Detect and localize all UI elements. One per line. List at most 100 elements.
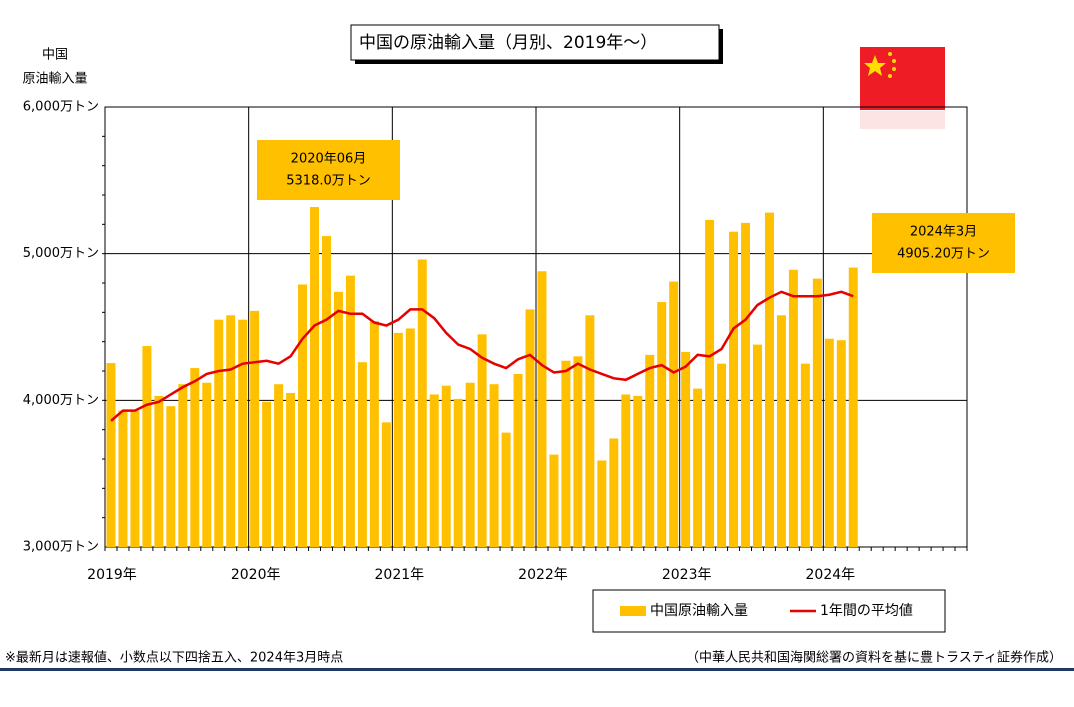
- bar: [310, 207, 319, 547]
- bar: [501, 432, 511, 547]
- bar: [238, 319, 248, 547]
- bar: [381, 422, 391, 547]
- bar: [836, 340, 846, 547]
- bar: [465, 382, 475, 547]
- bar: [537, 271, 547, 547]
- bar: [848, 267, 858, 547]
- bar: [357, 362, 367, 547]
- bar: [776, 315, 786, 547]
- x-tick-label: 2022年: [518, 567, 568, 583]
- bar: [800, 363, 810, 547]
- legend-label: 1年間の平均値: [820, 603, 913, 619]
- bar: [705, 219, 715, 547]
- bar: [525, 309, 535, 547]
- bar: [561, 360, 571, 547]
- bar: [226, 315, 236, 547]
- bar: [489, 384, 499, 547]
- bar: [812, 278, 822, 547]
- legend-swatch: [620, 606, 646, 616]
- bar: [824, 338, 834, 547]
- chart-title: 中国の原油輸入量（月別、2019年～）: [359, 33, 657, 53]
- flag: [860, 47, 945, 129]
- bar: [549, 454, 559, 547]
- y-tick-label: 5,000万トン: [23, 246, 99, 261]
- flag-reflection: [860, 111, 945, 129]
- legend-box: [592, 589, 946, 633]
- bar: [513, 373, 523, 547]
- bar: [262, 401, 272, 547]
- bar: [322, 236, 331, 548]
- flag-star: [888, 52, 892, 56]
- bar: [274, 384, 284, 547]
- bar: [393, 332, 403, 547]
- bar: [609, 438, 619, 547]
- y-tick-label: 3,000万トン: [23, 540, 99, 555]
- bar: [286, 393, 296, 547]
- source-note: （中華人民共和国海関総署の資料を基に豊トラスティ証券作成）: [686, 650, 1062, 666]
- annotation-text: 2020年06月: [291, 152, 367, 167]
- bar: [477, 334, 487, 547]
- bar: [693, 388, 703, 547]
- x-tick-label: 2023年: [662, 567, 712, 583]
- bar: [166, 406, 176, 547]
- legend-label: 中国原油輸入量: [650, 603, 748, 619]
- bar: [333, 291, 343, 547]
- y-axis-label: 原油輸入量: [22, 72, 87, 87]
- x-tick-label: 2024年: [806, 567, 856, 583]
- annotation-text: 5318.0万トン: [286, 174, 371, 189]
- flag-star: [892, 67, 896, 71]
- bar: [202, 382, 212, 547]
- bar: [573, 356, 583, 547]
- bar: [417, 259, 427, 547]
- y-tick-label: 4,000万トン: [23, 393, 99, 408]
- bar: [405, 328, 415, 547]
- bar: [753, 344, 762, 547]
- flag-field: [860, 47, 945, 110]
- bar: [681, 351, 691, 547]
- flag-star: [888, 74, 892, 78]
- bar: [118, 410, 128, 547]
- bar: [154, 395, 164, 547]
- bar: [429, 394, 439, 547]
- bottom-rule: [0, 668, 1074, 671]
- bar: [142, 346, 152, 547]
- bar: [717, 363, 727, 547]
- annotation-text: 2024年3月: [910, 225, 977, 240]
- line: [110, 290, 854, 422]
- bar: [585, 315, 595, 547]
- annotation-box: [257, 140, 400, 200]
- bar: [597, 460, 607, 547]
- bar: [453, 398, 463, 547]
- bar: [788, 269, 798, 547]
- bar: [657, 302, 667, 547]
- bar: [178, 384, 188, 547]
- flag-star: [864, 55, 886, 76]
- bar: [645, 354, 655, 547]
- bar: [345, 275, 355, 547]
- footnote: ※最新月は速報値、小数点以下四捨五入、2024年3月時点: [5, 650, 343, 666]
- bar: [441, 385, 451, 547]
- bar: [250, 310, 260, 547]
- title-box: [350, 24, 720, 61]
- bar: [190, 368, 200, 547]
- y-tick-label: 6,000万トン: [23, 100, 99, 115]
- x-tick-label: 2019年: [87, 567, 137, 583]
- x-tick-label: 2021年: [375, 567, 425, 583]
- bar: [130, 410, 140, 547]
- bar: [669, 281, 679, 547]
- bar: [106, 363, 116, 547]
- bar: [764, 212, 774, 547]
- bar: [621, 394, 631, 547]
- annotation-text: 4905.20万トン: [897, 247, 990, 262]
- y-axis-label: 中国: [42, 48, 68, 63]
- bar: [298, 284, 308, 547]
- bar: [369, 321, 379, 547]
- bar: [729, 231, 739, 547]
- bar: [214, 319, 224, 547]
- bar: [633, 395, 643, 547]
- x-tick-label: 2020年: [231, 567, 281, 583]
- annotation-box: [872, 213, 1015, 273]
- flag-star: [892, 59, 896, 63]
- bar: [741, 222, 750, 547]
